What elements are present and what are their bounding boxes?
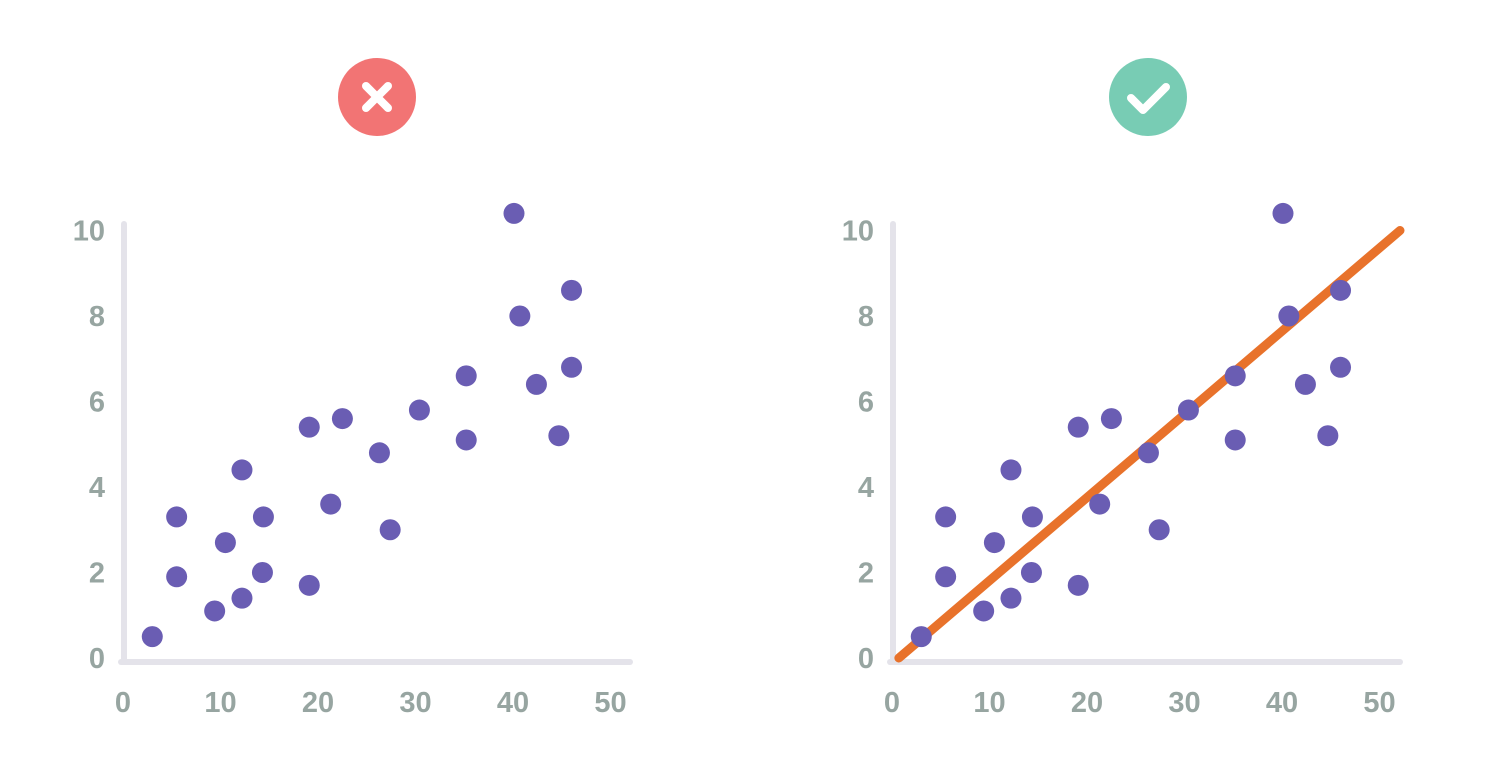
data-point	[935, 506, 957, 528]
x-tick-label: 0	[884, 687, 900, 719]
correct-badge	[1109, 58, 1187, 136]
y-tick-label: 6	[89, 387, 105, 419]
y-tick-label: 6	[858, 387, 874, 419]
data-point	[214, 532, 236, 554]
y-tick-label: 2	[858, 558, 874, 590]
y-tick-label: 2	[89, 558, 105, 590]
y-tick-label: 10	[842, 216, 874, 248]
data-point	[503, 202, 525, 224]
data-point	[1000, 459, 1022, 481]
data-point	[935, 566, 957, 588]
data-point	[525, 373, 547, 395]
x-tick-label: 0	[115, 687, 131, 719]
data-point	[231, 459, 253, 481]
data-point	[251, 562, 273, 583]
x-tick-label: 30	[1168, 687, 1200, 719]
x-tick-label: 30	[399, 687, 431, 719]
data-point	[1137, 442, 1159, 464]
x-tick-label: 10	[973, 687, 1005, 719]
data-point	[1330, 279, 1352, 301]
data-point	[973, 600, 995, 622]
data-point	[166, 566, 188, 588]
y-tick-label: 4	[89, 472, 105, 504]
incorrect-badge	[338, 58, 416, 136]
data-point	[368, 442, 390, 464]
data-point	[1067, 574, 1089, 596]
x-tick-label: 50	[1363, 687, 1395, 719]
data-point	[298, 416, 320, 438]
data-point	[379, 519, 401, 541]
data-point	[910, 626, 932, 648]
y-tick-label: 8	[858, 301, 874, 333]
data-point	[204, 600, 226, 622]
data-point	[1330, 356, 1352, 378]
x-tick-label: 10	[204, 687, 236, 719]
data-point	[298, 574, 320, 596]
y-tick-label: 0	[89, 643, 105, 675]
x-tick-label: 40	[497, 687, 529, 719]
data-point	[1224, 365, 1246, 387]
x-tick-label: 20	[302, 687, 334, 719]
data-point	[1000, 587, 1022, 609]
data-point	[548, 425, 570, 447]
data-point	[983, 532, 1005, 554]
data-point	[320, 493, 342, 515]
data-point	[1089, 493, 1111, 515]
check-icon	[1127, 83, 1170, 114]
scatter-chart-without-trendline: 0 2 4 6 8 10 0 10 20 30 40 50	[73, 202, 633, 719]
y-tick-label: 10	[73, 216, 105, 248]
data-point	[455, 365, 477, 387]
data-point	[1020, 562, 1042, 583]
data-point	[1317, 425, 1339, 447]
data-point	[166, 506, 188, 528]
y-tick-label: 8	[89, 301, 105, 333]
data-point	[1278, 305, 1300, 327]
data-point	[1294, 373, 1316, 395]
data-point	[561, 279, 583, 301]
data-point	[561, 356, 583, 378]
data-point	[1067, 416, 1089, 438]
data-point	[408, 399, 430, 421]
data-point	[1224, 429, 1246, 451]
data-point	[1177, 399, 1199, 421]
data-point	[1100, 408, 1122, 430]
data-point	[231, 587, 253, 609]
data-point	[1272, 202, 1294, 224]
scatter-chart-with-trendline: 0 2 4 6 8 10 0 10 20 30 40 50	[842, 202, 1405, 719]
x-tick-label: 40	[1266, 687, 1298, 719]
data-point	[331, 408, 353, 430]
y-tick-label: 0	[858, 643, 874, 675]
correct-badge-circle	[1109, 58, 1187, 136]
x-tick-label: 20	[1071, 687, 1103, 719]
y-tick-label: 4	[858, 472, 874, 504]
close-icon	[362, 82, 392, 112]
data-point	[509, 305, 531, 327]
x-tick-label: 50	[594, 687, 626, 719]
data-point	[141, 626, 163, 648]
data-point	[455, 429, 477, 451]
data-point	[1021, 506, 1043, 528]
data-point	[252, 506, 274, 528]
data-point	[1148, 519, 1170, 541]
